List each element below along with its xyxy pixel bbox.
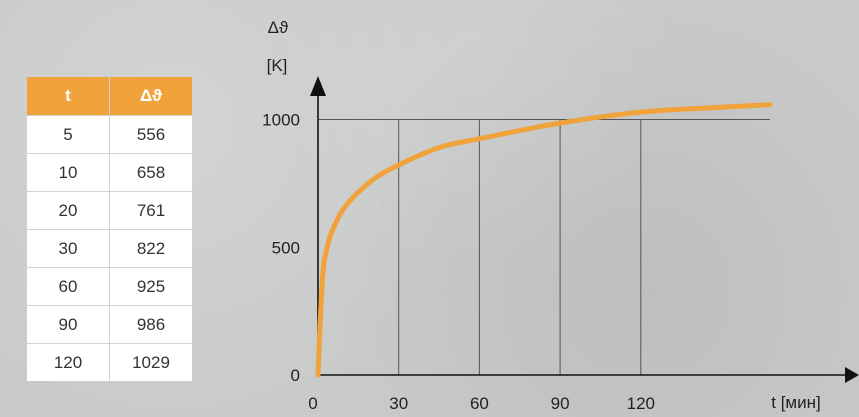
table-row: 90 986: [27, 305, 192, 344]
grid-layer: [318, 119, 770, 375]
table-row: 120 1029: [27, 343, 192, 381]
table-row: 60 925: [27, 267, 192, 306]
series-layer: [315, 102, 773, 378]
table-header-row: t Δϑ: [27, 77, 192, 116]
y-tick-label: 1000: [262, 111, 300, 130]
x-tick-label: 60: [470, 394, 489, 413]
x-axis-arrow-icon: [845, 367, 859, 383]
cell-delta: 986: [109, 305, 192, 344]
header-cell-t: t: [27, 77, 110, 116]
cell-delta: 556: [109, 115, 192, 154]
y-axis-unit-label: [K]: [267, 56, 288, 75]
x-axis-label: t [мин]: [771, 393, 820, 412]
table-row: 5 556: [27, 115, 192, 154]
y-axis-label: Δϑ: [268, 18, 289, 37]
cell-delta: 822: [109, 229, 192, 268]
y-tick-label: 500: [272, 238, 300, 257]
y-tick-label: 0: [291, 366, 300, 385]
x-tick-label: 120: [627, 394, 655, 413]
cell-time: 60: [27, 267, 110, 306]
cell-delta: 1029: [109, 343, 192, 381]
cell-time: 120: [27, 343, 110, 381]
cell-delta: 761: [109, 191, 192, 230]
cell-time: 10: [27, 153, 110, 192]
cell-delta: 925: [109, 267, 192, 306]
cell-time: 90: [27, 305, 110, 344]
cell-delta: 658: [109, 153, 192, 192]
x-tick-label: 90: [551, 394, 570, 413]
cell-time: 30: [27, 229, 110, 268]
cell-time: 5: [27, 115, 110, 154]
cell-time: 20: [27, 191, 110, 230]
data-table: t Δϑ 5 556 10 658 20 761 30 822 60 925 9…: [27, 77, 192, 381]
axes-layer: [310, 76, 859, 383]
table-row: 30 822: [27, 229, 192, 268]
x-tick-label: 0: [308, 394, 317, 413]
y-axis-arrow-icon: [310, 76, 326, 96]
series-line: [315, 102, 773, 378]
tick-labels: 0 30 60 90 120 0 500 1000: [262, 111, 655, 414]
header-cell-delta: Δϑ: [109, 77, 192, 116]
x-tick-label: 30: [389, 394, 408, 413]
table-row: 20 761: [27, 191, 192, 230]
table-row: 10 658: [27, 153, 192, 192]
